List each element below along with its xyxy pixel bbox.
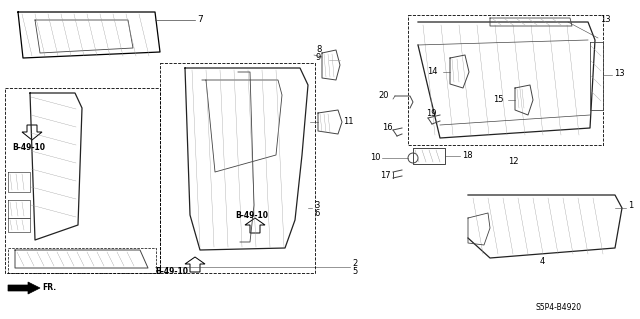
Text: 14: 14 bbox=[427, 66, 438, 76]
Text: 2: 2 bbox=[352, 259, 357, 269]
Text: FR.: FR. bbox=[42, 284, 56, 293]
Text: 13: 13 bbox=[614, 69, 625, 78]
Polygon shape bbox=[22, 125, 42, 140]
Text: 17: 17 bbox=[380, 170, 390, 180]
Text: 1: 1 bbox=[628, 201, 633, 210]
Text: 16: 16 bbox=[382, 123, 392, 132]
Text: 3: 3 bbox=[314, 201, 319, 210]
Text: 4: 4 bbox=[540, 257, 545, 266]
Text: 9: 9 bbox=[316, 54, 321, 63]
Text: 12: 12 bbox=[508, 158, 518, 167]
Text: S5P4-B4920: S5P4-B4920 bbox=[535, 303, 581, 313]
Text: 11: 11 bbox=[343, 117, 353, 127]
Text: B-49-10: B-49-10 bbox=[155, 268, 188, 277]
Polygon shape bbox=[8, 282, 40, 294]
Text: 20: 20 bbox=[378, 92, 388, 100]
Text: 6: 6 bbox=[314, 209, 319, 218]
Polygon shape bbox=[245, 218, 265, 233]
Text: 15: 15 bbox=[493, 94, 504, 103]
Text: 5: 5 bbox=[352, 268, 357, 277]
Polygon shape bbox=[185, 257, 205, 272]
Text: 8: 8 bbox=[316, 46, 321, 55]
Text: 7: 7 bbox=[197, 16, 203, 25]
Text: 13: 13 bbox=[600, 16, 611, 25]
Text: B-49-10: B-49-10 bbox=[235, 211, 268, 219]
Text: B-49-10: B-49-10 bbox=[12, 144, 45, 152]
Text: 18: 18 bbox=[462, 152, 472, 160]
Text: 10: 10 bbox=[370, 152, 381, 161]
Text: 19: 19 bbox=[426, 108, 436, 117]
